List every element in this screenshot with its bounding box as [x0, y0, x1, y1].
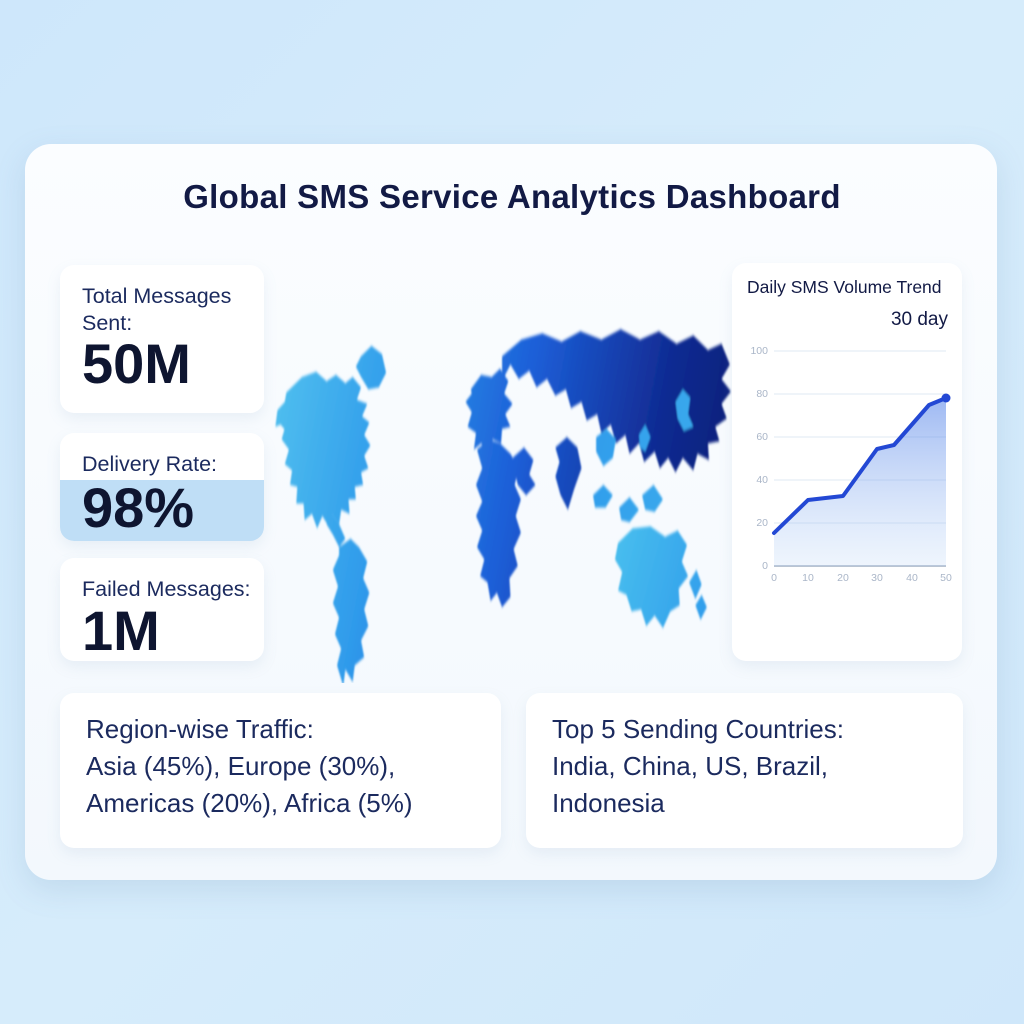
svg-text:50: 50 [940, 572, 952, 584]
svg-text:20: 20 [837, 572, 849, 584]
svg-text:0: 0 [762, 560, 768, 572]
svg-text:40: 40 [906, 572, 918, 584]
svg-text:0: 0 [771, 572, 777, 584]
svg-text:40: 40 [756, 474, 768, 486]
svg-text:10: 10 [802, 572, 814, 584]
svg-text:60: 60 [756, 431, 768, 443]
svg-text:80: 80 [756, 388, 768, 400]
svg-text:30: 30 [871, 572, 883, 584]
svg-text:20: 20 [756, 517, 768, 529]
svg-text:100: 100 [750, 345, 768, 357]
